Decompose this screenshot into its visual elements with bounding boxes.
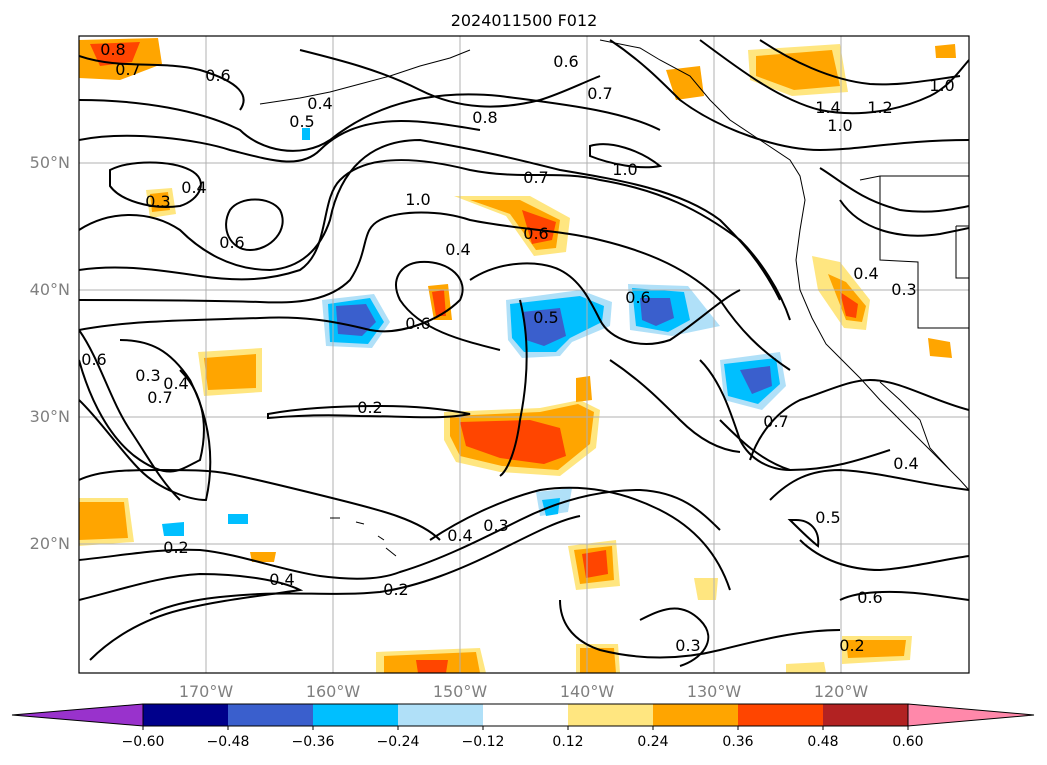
colorbar-tick-label: 0.36 <box>722 734 753 750</box>
shade-positive-alaska <box>666 66 704 100</box>
colorbar-tick-label: −0.36 <box>292 734 335 750</box>
contour-label: 0.2 <box>163 538 188 557</box>
contour-label: 0.5 <box>815 508 840 527</box>
colorbar-tick-label: 0.48 <box>807 734 838 750</box>
colorbar-segment <box>738 704 823 726</box>
gridlines <box>79 36 969 673</box>
colorbar-segment <box>143 704 228 726</box>
contour-label: 1.0 <box>405 190 430 209</box>
contour-label: 0.4 <box>163 374 188 393</box>
colorbar-segment <box>823 704 908 726</box>
contour-label: 0.8 <box>472 108 497 127</box>
contour-label: 0.7 <box>587 84 612 103</box>
contour-label: 1.2 <box>867 98 892 117</box>
contour-label: 0.2 <box>383 580 408 599</box>
map-title: 2024011500 F012 <box>451 11 598 30</box>
contour-label: 0.2 <box>357 398 382 417</box>
contour-label: 0.4 <box>853 264 878 283</box>
contour-label: 0.6 <box>523 224 548 243</box>
lon-tick-label: 130°W <box>687 682 742 701</box>
contour-label: 0.7 <box>523 168 548 187</box>
colorbar-segment <box>313 704 398 726</box>
colorbar-segment <box>568 704 653 726</box>
lon-tick-label: 160°W <box>306 682 361 701</box>
lon-tick-label: 150°W <box>433 682 488 701</box>
lat-tick-label: 40°N <box>30 280 70 299</box>
contour-label: 1.0 <box>827 116 852 135</box>
contour-labels: 0.80.7 0.60.40.50.60.80.7 1.01.4 1.21.00.30… <box>81 40 954 655</box>
lon-tick-label: 120°W <box>814 682 869 701</box>
contour-label: 0.6 <box>405 314 430 333</box>
contour-label: 0.3 <box>483 516 508 535</box>
contour-label: 0.5 <box>533 308 558 327</box>
colorbar: −0.60 −0.48 −0.36 −0.24 −0.12 0.12 0.24 0.36 0.4… <box>11 703 1035 750</box>
colorbar-extend-max <box>907 703 1035 727</box>
contour-label: 0.5 <box>289 112 314 131</box>
contour-label: 1.4 <box>815 98 840 117</box>
contour-label: 0.4 <box>447 526 472 545</box>
contour-label: 0.4 <box>181 178 206 197</box>
shading-layer <box>79 38 956 673</box>
colorbar-segment <box>653 704 738 726</box>
contour-label: 1.0 <box>929 76 954 95</box>
contour-label: 0.4 <box>269 570 294 589</box>
colorbar-tick-label: 0.60 <box>892 734 923 750</box>
map-content: 0.80.7 0.60.40.50.60.80.7 1.01.4 1.21.00.30… <box>79 36 969 673</box>
colorbar-segment <box>398 704 483 726</box>
contour-label: 0.6 <box>857 588 882 607</box>
contour-label: 0.7 <box>147 388 172 407</box>
contour-label: 0.6 <box>625 288 650 307</box>
colorbar-tick-label: −0.48 <box>207 734 250 750</box>
lat-tick-label: 50°N <box>30 153 70 172</box>
colorbar-segment <box>483 704 568 726</box>
colorbar-tick-label: 0.12 <box>552 734 583 750</box>
contour-label: 0.3 <box>891 280 916 299</box>
colorbar-segment <box>228 704 313 726</box>
contour-lines <box>79 39 969 667</box>
contour-label: 0.4 <box>307 94 332 113</box>
contour-label: 1.0 <box>612 160 637 179</box>
colorbar-tick-label: −0.12 <box>462 734 505 750</box>
contour-label: 0.6 <box>219 233 244 252</box>
contour-label: 0.2 <box>839 636 864 655</box>
colorbar-outline <box>142 703 909 727</box>
lat-tick-label: 20°N <box>30 534 70 553</box>
colorbar-tick-label: −0.60 <box>122 734 165 750</box>
contour-label: 0.3 <box>145 192 170 211</box>
colorbar-tick-label: 0.24 <box>637 734 668 750</box>
lon-tick-label: 140°W <box>560 682 615 701</box>
lon-tick-label: 170°W <box>179 682 234 701</box>
contour-label: 0.3 <box>675 636 700 655</box>
contour-label: 0.6 <box>553 52 578 71</box>
contour-label: 0.6 <box>205 66 230 85</box>
contour-label: 0.3 <box>135 366 160 385</box>
lat-tick-label: 30°N <box>30 407 70 426</box>
colorbar-tick-label: −0.24 <box>377 734 420 750</box>
contour-label: 0.6 <box>81 350 106 369</box>
map-frame <box>78 35 970 674</box>
contour-label: 0.4 <box>445 240 470 259</box>
longitude-tick-labels: 170°W 160°W 150°W 140°W 130°W 120°W <box>179 682 869 701</box>
shade-strong-topleft <box>90 42 140 66</box>
latitude-tick-labels: 50°N 40°N 30°N 20°N <box>30 153 70 553</box>
colorbar-extend-min <box>11 703 144 727</box>
contour-label: 0.7 <box>763 412 788 431</box>
coastlines <box>259 39 969 557</box>
contour-label: 0.4 <box>893 454 918 473</box>
contour-label: 0.8 <box>100 40 125 59</box>
contour-label: 0.7 <box>115 60 140 79</box>
